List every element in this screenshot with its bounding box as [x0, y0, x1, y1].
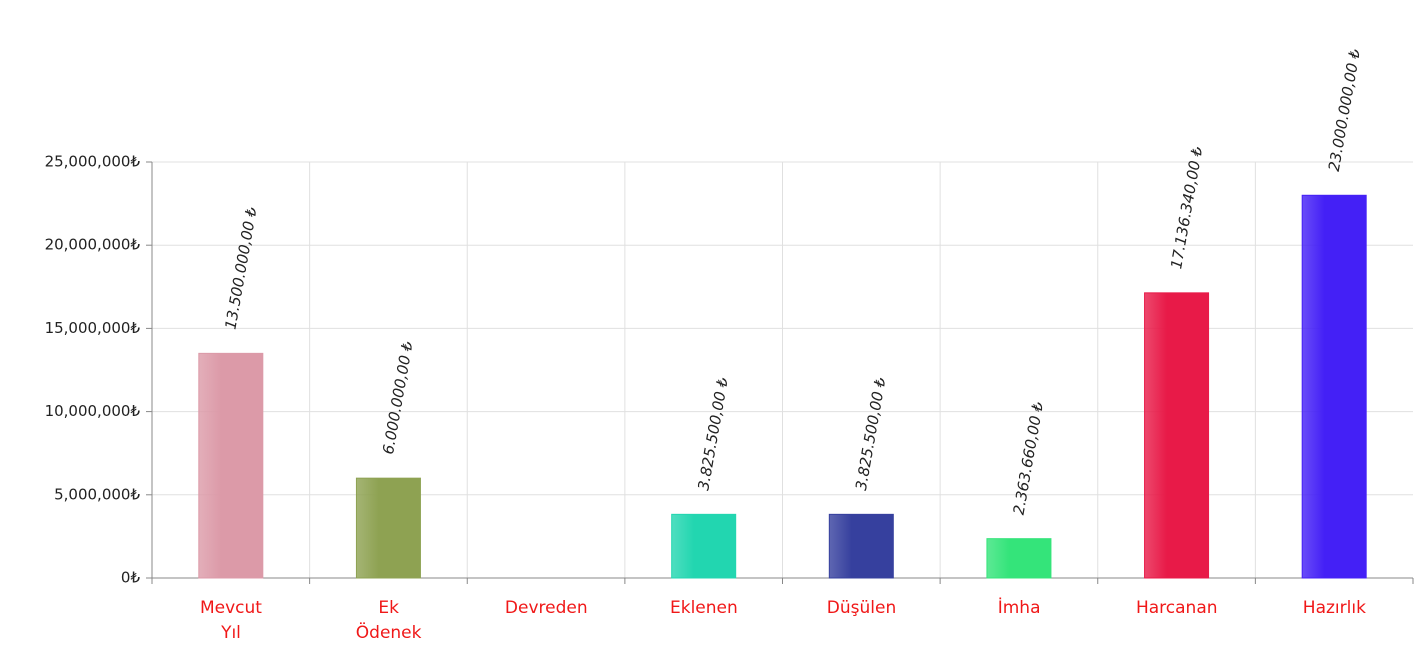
value-label: 2.363.660,00 ₺ [1010, 400, 1048, 516]
x-tick-label: Ek Ödenek [355, 598, 422, 643]
bar [828, 513, 894, 579]
bar [1301, 194, 1367, 579]
x-tick-label: Devreden [504, 598, 588, 618]
x-tick-label: Harcanan [1135, 598, 1218, 618]
value-label: 23.000.000,00 ₺ [1325, 47, 1364, 173]
value-label: 13.500.000,00 ₺ [221, 205, 260, 331]
bar [355, 477, 421, 579]
bar [198, 352, 264, 579]
y-tick-label: 0₺ [121, 569, 141, 587]
x-tick-label: Düşülen [826, 598, 897, 618]
value-label: 6.000.000,00 ₺ [379, 339, 417, 455]
value-label: 3.825.500,00 ₺ [852, 375, 890, 491]
x-tick-label: Eklenen [669, 598, 738, 618]
y-tick-label: 15,000,000₺ [45, 319, 141, 337]
bar [986, 538, 1052, 579]
value-label: 17.136.340,00 ₺ [1167, 145, 1206, 271]
y-tick-label: 10,000,000₺ [45, 402, 141, 420]
value-label: 3.825.500,00 ₺ [694, 375, 732, 491]
y-tick-label: 5,000,000₺ [54, 485, 140, 503]
bar [671, 513, 737, 579]
bar [1144, 292, 1210, 579]
x-tick-label: İmha [997, 598, 1041, 618]
y-tick-label: 25,000,000₺ [45, 153, 141, 171]
x-tick-label: Mevcut Yıl [200, 598, 262, 643]
y-tick-label: 20,000,000₺ [45, 236, 141, 254]
x-tick-label: Hazırlık [1302, 598, 1366, 618]
